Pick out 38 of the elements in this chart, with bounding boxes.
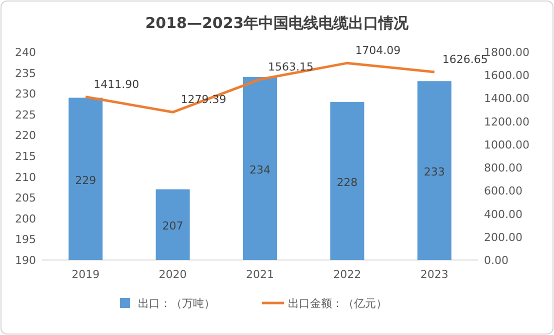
y-tick-label: 210: [15, 170, 36, 184]
data-label: 1704.09: [355, 44, 401, 58]
y-tick-label: 190: [15, 254, 36, 267]
legend-label: 出口金额：（亿元）: [288, 297, 387, 310]
y-tick-label: 195: [15, 233, 36, 246]
data-label: 234: [250, 163, 270, 176]
y-tick-label: 225: [15, 108, 36, 122]
y-tick-label: 235: [15, 66, 36, 80]
x-tick-label: 2020: [158, 268, 187, 281]
data-label: 1626.65: [442, 53, 488, 66]
y-tick-label: 205: [15, 192, 36, 205]
y2-tick-label: 600.00: [484, 184, 522, 198]
y-tick-label: 240: [15, 46, 36, 59]
data-label: 1563.15: [268, 60, 314, 74]
y2-tick-label: 1400.00: [484, 92, 530, 106]
y2-tick-label: 400.00: [484, 208, 522, 221]
line-series: [84, 62, 436, 114]
y-tick-label: 220: [15, 129, 36, 142]
data-label: 1411.90: [94, 78, 140, 91]
y2-tick-label: 1200.00: [484, 115, 530, 128]
y2-tick-label: 200.00: [484, 230, 522, 244]
y2-tick-label: 1000.00: [484, 138, 530, 152]
data-label: 229: [75, 174, 96, 187]
y-tick-label: 230: [15, 88, 36, 101]
x-tick-label: 2023: [420, 268, 448, 281]
x-tick-label: 2022: [333, 268, 362, 281]
data-label: 207: [162, 220, 184, 233]
data-label: 233: [424, 166, 445, 179]
x-tick-label: 2019: [72, 268, 100, 281]
data-label: 228: [336, 176, 358, 189]
y-tick-label: 215: [15, 150, 36, 163]
legend-label: 出口：（万吨）: [138, 297, 215, 310]
x-tick-label: 2021: [246, 268, 274, 281]
y2-tick-label: 800.00: [484, 162, 522, 175]
chart-title: 2018—2023年中国电线电缆出口情况: [145, 14, 410, 32]
y-tick-label: 200: [15, 212, 36, 226]
y2-tick-label: 0.00: [484, 254, 508, 267]
y2-tick-label: 1600.00: [484, 69, 530, 82]
